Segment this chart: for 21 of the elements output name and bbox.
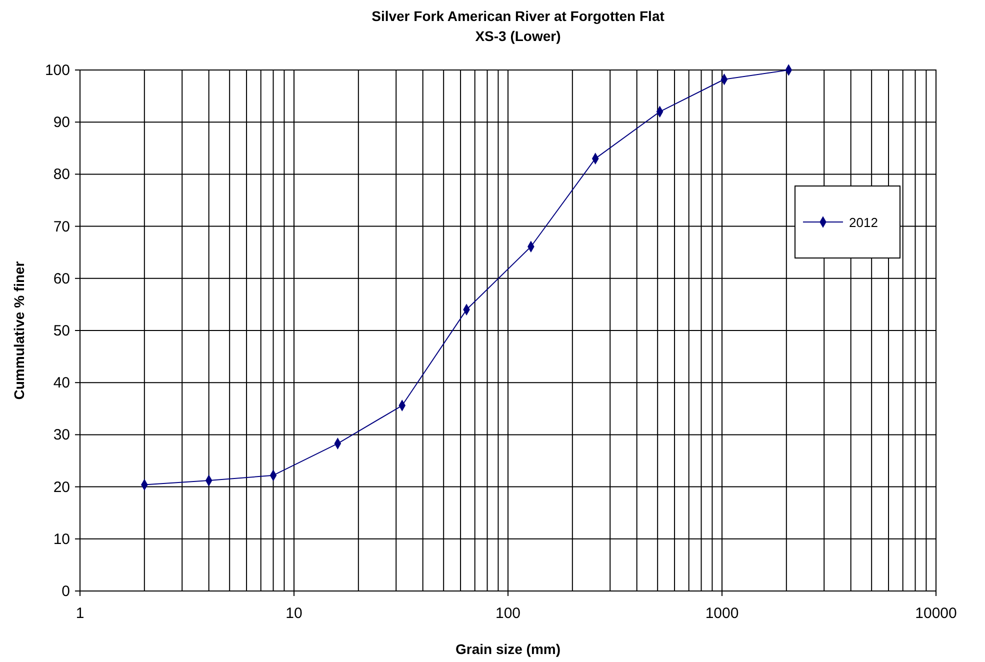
y-tick-label: 20 [53,478,70,496]
y-tick-label: 40 [53,374,70,392]
y-axis-title: Cummulative % finer [11,260,27,400]
x-tick-label: 1 [76,605,84,622]
x-tick-label: 10000 [915,605,957,622]
x-tick-label: 100 [495,605,521,622]
chart-subtitle: XS-3 (Lower) [475,28,561,44]
x-tick-label: 10 [286,605,302,622]
y-tick-label: 100 [44,62,70,79]
y-tick-label: 80 [53,166,70,184]
y-tick-label: 60 [53,270,70,288]
x-axis-title: Grain size (mm) [455,641,561,657]
y-tick-label: 0 [62,583,70,600]
y-tick-label: 10 [53,530,70,548]
y-tick-label: 70 [53,218,70,236]
legend-label: 2012 [849,215,878,230]
chart-title: Silver Fork American River at Forgotten Flat [372,8,665,24]
x-tick-label: 1000 [705,605,739,622]
y-tick-label: 30 [53,426,70,444]
y-tick-label: 90 [53,114,70,132]
y-tick-label: 50 [53,322,70,340]
